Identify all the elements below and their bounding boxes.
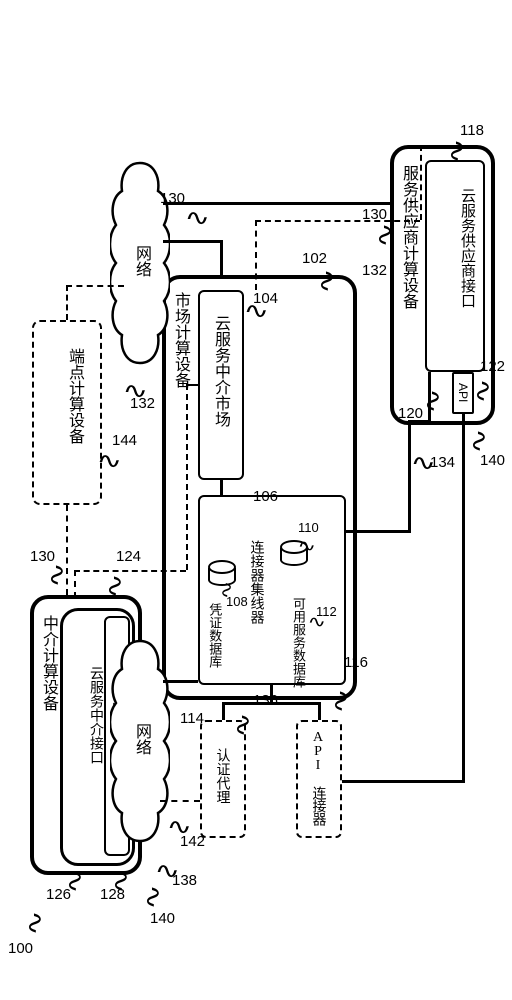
label-connector-hub: 连接器集线器 [247,540,265,624]
conn-144-v [66,285,68,320]
num-130b: 130 [362,206,387,223]
lead-144: ∿ [96,448,122,474]
label-cloud-broker-market: 云服务中介市场 [210,315,230,427]
lead-130c: ∿ [44,562,70,588]
conn-106-cloudbot-h [163,680,198,683]
num-124: 124 [116,548,141,565]
num-140a: 140 [150,910,175,927]
label-network-top: 网络 [131,245,151,277]
lead-130b: ∿ [372,222,398,248]
lead-130a: ∿ [184,205,210,231]
lead-112: ∿ [307,612,326,632]
label-cred-db: 凭证数据库 [206,603,222,668]
label-network-bottom: 网络 [131,723,151,755]
lead-102: ∿ [314,268,340,294]
label-auth-proxy: 认证代理 [213,748,231,804]
num-136: 136 [253,692,278,709]
lead-104: ∿ [243,298,269,324]
conn-104-cloud [220,240,223,275]
lead-134: ∿ [410,450,436,476]
conn-104-cloud-h [163,240,223,243]
conn-116-122-v [462,414,465,783]
conn-104-106 [220,480,223,495]
lead-110: ∿ [297,536,316,556]
lead-126: ∿ [62,868,88,894]
diagram-canvas: 市场计算设备 云服务中介市场 连接器集线器 凭证数据库 可用服务数据库 认证代理… [0,0,512,1000]
num-100: 100 [8,940,33,957]
lead-136: ∿ [230,712,256,738]
label-provider-device: 服务供应商计算设备 [398,165,418,309]
conn-106-120-h [346,530,410,533]
conn-106-120-v [408,420,411,533]
num-130a: 130 [160,190,185,207]
lead-140b: ∿ [466,428,492,454]
num-132b: 132 [362,262,387,279]
lead-128: ∿ [108,868,134,894]
label-market-device: 市场计算设备 [170,292,190,388]
label-provider-if: 云服务供应商接口 [432,188,476,308]
num-116: 116 [344,654,368,671]
conn-144-h [66,285,124,287]
num-102: 102 [302,250,327,267]
lead-120: ∿ [420,388,446,414]
lead-132a: ∿ [122,378,148,404]
lead-108: ∿ [217,581,237,600]
num-140b: 140 [480,452,505,469]
conn-142-h [160,800,200,802]
num-110: 110 [298,520,319,535]
conn-hub-to-136 [222,702,225,720]
label-broker-if: 云服务中介接口 [66,666,104,764]
lead-138: ∿ [154,858,180,884]
lead-122: ∿ [470,378,496,404]
num-122: 122 [480,358,505,375]
num-114: 114 [180,710,204,727]
conn-130b-v [186,384,188,570]
conn-130-v1 [255,220,257,290]
label-endpoint: 端点计算设备 [44,348,84,444]
conn-hub-to-116 [318,702,321,720]
lead-142: ∿ [166,814,192,840]
num-118: 118 [460,122,484,139]
conn-130-v2 [420,145,422,220]
label-api-adapter: API 连接器 [309,730,327,825]
conn-116-122-h [342,780,462,783]
lead-140a: ∿ [140,884,166,910]
num-106: 106 [253,488,278,505]
lead-118: ∿ [444,138,470,164]
conn-130b-h [74,570,186,572]
label-avail-db: 可用服务数据库 [272,597,306,688]
conn-130b-v2 [74,570,76,598]
conn-130b-h0 [186,384,198,386]
lead-100: ∿ [22,910,48,936]
num-144: 144 [112,432,137,449]
label-broker-device: 中介计算设备 [38,615,58,711]
lead-124: ∿ [102,573,128,599]
api-text: API [456,383,470,402]
lead-116: ∿ [328,688,354,714]
conn-cloud-120-v [410,202,413,203]
